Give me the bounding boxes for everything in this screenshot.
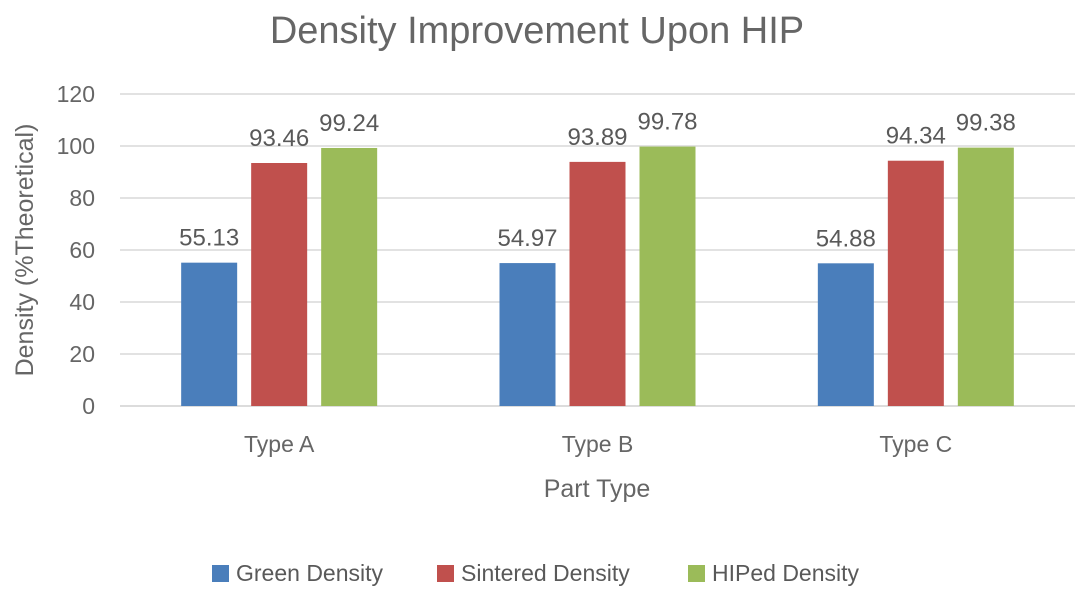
legend-swatch	[437, 565, 454, 582]
legend: Green Density Sintered Density HIPed Densi…	[212, 560, 860, 586]
y-tick-label: 80	[69, 185, 95, 211]
data-label: 93.89	[567, 124, 627, 151]
data-label: 54.97	[497, 225, 557, 252]
bar	[251, 163, 308, 406]
y-tick-label: 20	[69, 341, 95, 367]
data-label: 94.34	[886, 123, 946, 150]
data-label: 54.88	[816, 225, 876, 252]
legend-swatch	[212, 565, 229, 582]
bar	[817, 263, 874, 406]
y-tick-label: 120	[57, 81, 95, 107]
bar	[569, 161, 626, 406]
data-label: 99.78	[637, 109, 697, 136]
y-tick-label: 60	[69, 237, 95, 263]
legend-label: HIPed Density	[712, 560, 860, 586]
bar	[957, 147, 1014, 406]
legend-label: Green Density	[236, 560, 384, 586]
chart-title: Density Improvement Upon HIP	[270, 10, 804, 52]
x-tick-label: Type C	[879, 431, 952, 457]
bar	[639, 146, 696, 406]
x-axis-label: Part Type	[544, 475, 651, 503]
data-labels: 55.13 93.46 99.24 54.97 93.89 99.78 54.88 94.34…	[179, 109, 1016, 253]
bar	[887, 160, 944, 406]
bar	[321, 147, 378, 406]
x-axis-ticks: Type A Type B Type C	[244, 431, 952, 457]
data-label: 99.38	[956, 110, 1016, 137]
y-tick-label: 0	[82, 393, 95, 419]
x-tick-label: Type A	[244, 431, 315, 457]
x-tick-label: Type B	[562, 431, 634, 457]
legend-swatch	[688, 565, 705, 582]
legend-label: Sintered Density	[461, 560, 630, 586]
bars	[181, 146, 1014, 406]
data-label: 55.13	[179, 225, 239, 252]
data-label: 93.46	[249, 125, 309, 152]
y-axis-label: Density (%Theoretical)	[11, 124, 39, 377]
bar	[499, 263, 556, 406]
y-tick-label: 100	[57, 133, 95, 159]
data-label: 99.24	[319, 110, 379, 137]
y-axis-ticks: 0 20 40 60 80 100 120	[57, 81, 95, 419]
bar	[181, 262, 238, 406]
y-tick-label: 40	[69, 289, 95, 315]
